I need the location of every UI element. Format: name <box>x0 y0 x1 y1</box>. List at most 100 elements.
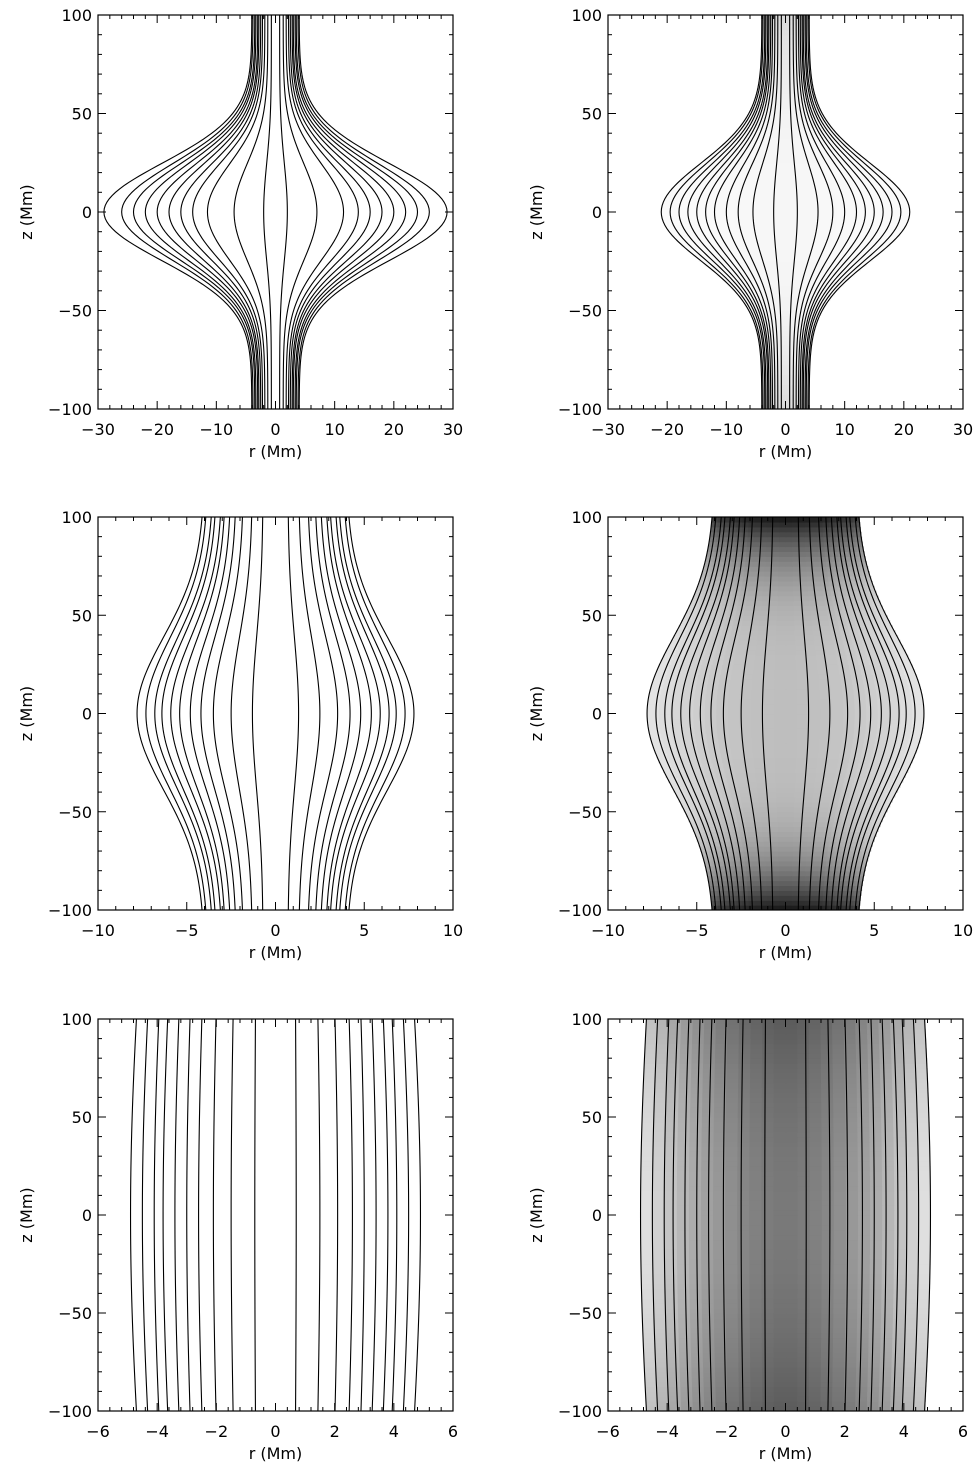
field-line <box>334 1018 339 1412</box>
shading-cell <box>774 757 787 764</box>
shading-cell <box>792 571 801 577</box>
shading-cell <box>809 1317 822 1324</box>
shading-cell <box>802 344 806 351</box>
shading-cell <box>762 728 775 734</box>
shading-cell <box>785 394 789 400</box>
shading-cell <box>661 212 673 218</box>
shading-cell <box>853 615 863 621</box>
shading-cell <box>698 620 708 626</box>
shading-cell <box>721 182 732 188</box>
shading-cell <box>831 629 841 636</box>
shading-cell <box>798 305 802 312</box>
shading-cell <box>840 517 848 523</box>
shading-cell <box>719 679 731 685</box>
shading-cell <box>810 615 821 621</box>
shading-cell <box>778 575 787 582</box>
shading-cell <box>803 625 813 631</box>
field-line <box>212 1018 217 1412</box>
shading-cell <box>749 1327 763 1334</box>
shading-cell <box>749 629 759 636</box>
shading-cell <box>674 679 687 685</box>
shading-cell <box>810 811 820 818</box>
shading-cell <box>818 610 828 616</box>
shading-cell <box>673 634 684 641</box>
shading-cell <box>727 1391 740 1397</box>
shading-cell <box>814 580 823 587</box>
shading-cell <box>656 752 668 759</box>
shading-cell <box>800 162 808 169</box>
shading-cell <box>679 1362 692 1368</box>
shading-cell <box>715 1401 728 1407</box>
shading-cell <box>719 556 727 562</box>
field-line <box>230 516 253 911</box>
shading-cell <box>854 698 867 705</box>
shading-cell <box>829 747 841 754</box>
shading-cell <box>801 816 811 823</box>
shading-cell <box>763 305 768 312</box>
shading-cell <box>808 354 811 361</box>
shading-cell <box>791 541 799 548</box>
x-axis-label: r (Mm) <box>759 943 813 962</box>
shading-cell <box>777 103 781 110</box>
shading-cell <box>722 276 729 282</box>
shading-cell <box>749 792 759 798</box>
shading-cell <box>808 251 818 257</box>
shading-cell <box>877 236 887 243</box>
shading-cell <box>861 747 874 754</box>
shading-cell <box>816 285 822 292</box>
shading-cell <box>682 723 695 729</box>
shading-cell <box>711 610 720 616</box>
shading-cell <box>781 128 787 134</box>
shading-cell <box>820 113 825 120</box>
shading-cell <box>840 674 852 680</box>
shading-cell <box>804 546 812 552</box>
shading-cell <box>766 782 777 788</box>
shading-cell <box>880 664 892 670</box>
shading-cell <box>872 241 883 248</box>
shading-cell <box>755 192 767 198</box>
shading-cell <box>714 600 723 607</box>
shading-cell <box>859 246 869 252</box>
shading-cell <box>773 708 787 715</box>
shading-cell <box>703 792 714 798</box>
shading-cell <box>751 855 759 862</box>
shading-cell <box>874 226 885 233</box>
shading-cell <box>855 251 864 257</box>
shading-cell <box>761 1317 775 1324</box>
shading-cell <box>696 226 708 233</box>
shading-cell <box>795 212 807 218</box>
x-tick-label: 30 <box>953 420 973 439</box>
shading-cell <box>843 143 850 149</box>
shading-cell <box>795 320 800 326</box>
shading-cell <box>773 1376 787 1383</box>
shading-cell <box>785 1381 798 1388</box>
shading-cell <box>883 192 895 198</box>
shading-cell <box>655 1347 668 1353</box>
shading-cell <box>728 231 739 238</box>
shading-cell <box>785 634 796 641</box>
shading-cell <box>826 767 838 774</box>
shading-cell <box>738 1391 752 1397</box>
shading-cell <box>847 595 856 602</box>
shading-cell <box>808 147 815 154</box>
shading-cell <box>828 752 840 759</box>
shading-cell <box>860 669 873 675</box>
shading-cell <box>802 118 807 124</box>
shading-cell <box>745 197 756 203</box>
shading-cell <box>647 698 660 705</box>
shading-cell <box>789 49 793 55</box>
shading-cell <box>766 123 772 129</box>
shading-cell <box>763 738 775 744</box>
shading-cell <box>693 703 706 710</box>
shading-cell <box>809 280 816 287</box>
shading-cell <box>743 276 750 282</box>
shading-cell <box>765 261 773 267</box>
shading-cell <box>666 1332 680 1339</box>
shading-cell <box>793 246 803 252</box>
shading-cell <box>865 625 876 631</box>
shading-cell <box>763 123 768 129</box>
shading-cell <box>783 79 787 85</box>
shading-cell <box>783 59 787 65</box>
shading-cell <box>777 404 781 409</box>
shading-cell <box>774 693 787 700</box>
